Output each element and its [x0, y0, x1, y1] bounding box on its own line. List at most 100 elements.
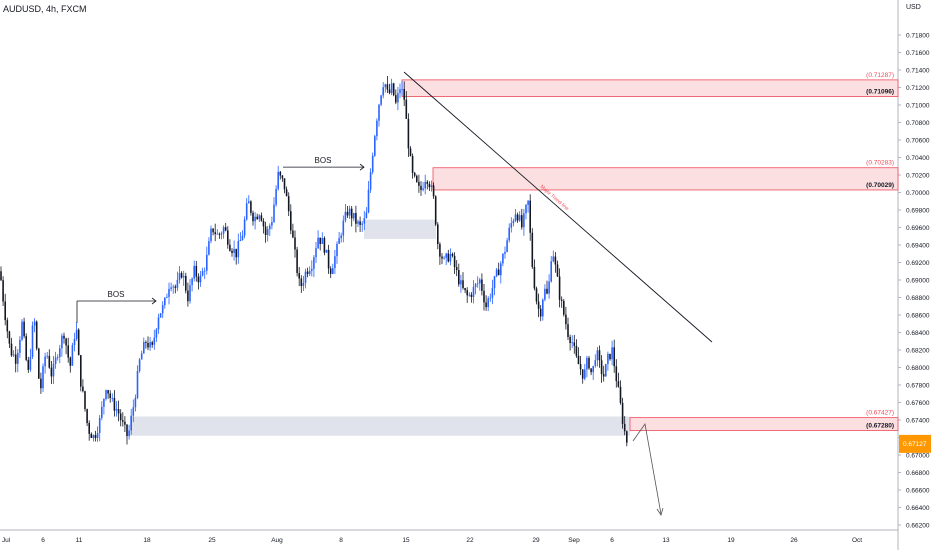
candle-body [241, 235, 244, 241]
candle-body [80, 355, 82, 387]
candle-body [199, 275, 202, 283]
candle-body [178, 273, 181, 280]
candle-body [107, 390, 109, 394]
candle-body [44, 356, 46, 367]
candle-body [470, 294, 473, 297]
candle-body [279, 171, 282, 176]
candle-body [277, 171, 279, 189]
zone-top-label: (0.71287) [866, 72, 894, 79]
currency-label: USD [906, 4, 921, 11]
candle-body [592, 365, 594, 373]
candle-body [451, 253, 454, 256]
candle-body [159, 313, 162, 318]
y-tick-label: 0.67000 [906, 453, 930, 460]
candle-body [138, 359, 141, 371]
y-tick-label: 0.71800 [906, 33, 930, 40]
y-tick-label: 0.68600 [906, 313, 930, 320]
x-tick-label: Sep [568, 537, 580, 544]
candle-body [233, 248, 235, 253]
candle-body [252, 212, 254, 222]
y-tick-label: 0.71000 [906, 103, 930, 110]
bos-1-arrow-head [151, 297, 157, 305]
projection-path [632, 422, 662, 515]
candle-body [569, 336, 571, 343]
candle-body [271, 222, 273, 226]
candle-body [260, 215, 263, 221]
candle-body [166, 296, 168, 298]
candle-body [52, 363, 55, 377]
x-tick-label: 26 [790, 537, 798, 544]
candle-body [311, 268, 313, 271]
y-tick-label: 0.66200 [906, 523, 930, 530]
candle-body [516, 214, 519, 221]
candle-body [518, 215, 521, 221]
candle-body [537, 301, 540, 309]
candle-body [124, 421, 126, 425]
candle-body [54, 357, 57, 364]
candle-body [220, 233, 223, 235]
candle-body [487, 298, 489, 308]
y-tick-label: 0.69600 [906, 225, 930, 232]
candle-body [273, 204, 275, 223]
candle-body [254, 216, 256, 222]
candle-body [180, 273, 183, 278]
candle-body [231, 250, 233, 253]
candle-body [405, 99, 408, 119]
candle-body [350, 208, 353, 219]
candle-body [229, 244, 231, 251]
candle-body [130, 415, 132, 431]
candle-body [296, 249, 298, 274]
candle-body [105, 390, 107, 399]
candle-body [472, 286, 475, 297]
candle-body [332, 268, 334, 274]
candle-body [275, 188, 277, 205]
candle-body [59, 348, 61, 358]
candle-body [256, 216, 258, 220]
candle-body [594, 360, 597, 366]
candle-body [38, 348, 40, 379]
candle-body [195, 265, 198, 277]
candle-body [90, 433, 93, 439]
candle-body [395, 95, 397, 103]
candle-body [590, 368, 592, 373]
candle-body [208, 241, 210, 255]
candle-body [17, 352, 19, 364]
candle-body [191, 278, 193, 286]
y-tick-label: 0.67600 [906, 400, 930, 407]
candle-body [453, 255, 456, 268]
candle-body [386, 84, 389, 90]
y-tick-label: 0.68400 [906, 330, 930, 337]
candle-body [623, 423, 626, 432]
candle-body [126, 424, 128, 437]
candle-body [21, 321, 23, 340]
candle-body [248, 201, 250, 204]
candle-body [388, 89, 391, 93]
candle-body [363, 218, 366, 224]
zone-bottom-label: (0.67280) [866, 423, 894, 430]
candle-body [111, 397, 114, 399]
bos-2-arrow-head [359, 163, 365, 171]
candle-body [621, 402, 624, 424]
candle-body [168, 288, 170, 297]
candle-body [371, 155, 374, 173]
candle-body [455, 267, 458, 271]
projection-arrow-head [656, 507, 664, 516]
y-tick-label: 0.69200 [906, 260, 930, 267]
candle-body [283, 178, 286, 190]
candle-body [504, 251, 506, 254]
candle-body [539, 308, 542, 317]
candle-body [40, 378, 42, 389]
candle-body [134, 397, 137, 408]
candle-body [602, 374, 605, 377]
candle-body [521, 215, 523, 228]
candle-body [357, 221, 359, 224]
bos-2-label: BOS [315, 156, 332, 165]
candle-body [67, 345, 69, 358]
candle-body [119, 413, 122, 421]
candle-body [460, 280, 462, 285]
candle-body [210, 228, 212, 242]
candle-body [155, 329, 158, 338]
candle-body [6, 320, 9, 332]
